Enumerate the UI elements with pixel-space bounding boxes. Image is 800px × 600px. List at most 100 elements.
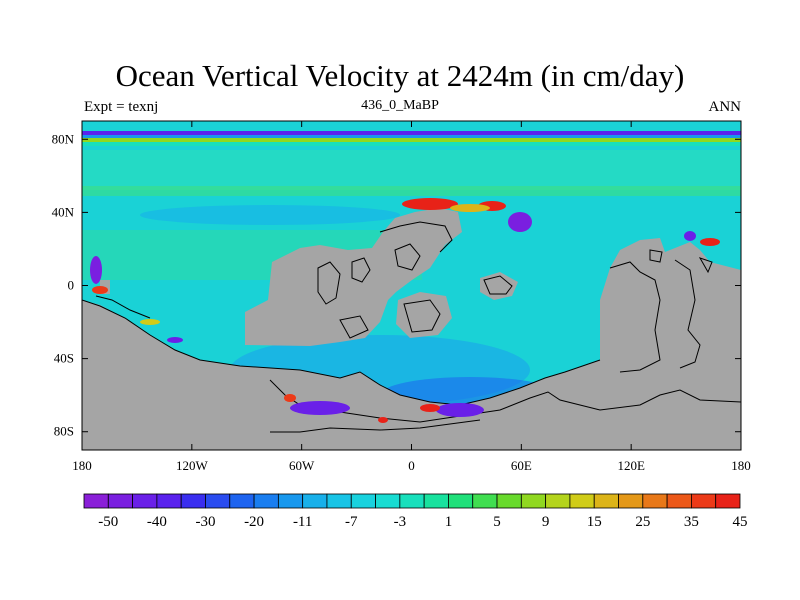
y-tick-label: 80S: [54, 424, 74, 439]
y-tick-label: 80N: [52, 131, 75, 146]
colorbar-label: -3: [394, 514, 407, 530]
red-south-3: [378, 417, 388, 423]
colorbar-swatch: [618, 493, 644, 509]
x-tick-label: 120E: [617, 458, 645, 473]
yellow-west-coast: [140, 319, 160, 325]
chart-title: Ocean Vertical Velocity at 2424m (in cm/…: [115, 58, 685, 93]
purple-west-coast: [167, 337, 183, 343]
colorbar-label: 45: [733, 514, 748, 530]
x-tick-label: 0: [408, 458, 415, 473]
y-tick-label: 40N: [52, 204, 75, 219]
colorbar-swatch: [715, 493, 741, 509]
coast-central: [379, 221, 453, 253]
coast-east-island: [483, 275, 513, 295]
colorbar-swatch: [83, 493, 109, 509]
coastlines: [82, 221, 741, 433]
colorbar-label: 15: [587, 514, 602, 530]
colorbar-label: -40: [147, 514, 167, 530]
x-tick-label: 180: [72, 458, 92, 473]
red-east: [700, 238, 720, 246]
colorbar-swatch: [229, 493, 255, 509]
colorbar-swatch: [545, 493, 571, 509]
hotspots: [90, 198, 720, 423]
purple-south-1: [290, 401, 350, 415]
purple-south-2: [436, 403, 484, 417]
colorbar-label: 9: [542, 514, 550, 530]
colorbar-label: -11: [293, 514, 312, 530]
map-field: [82, 121, 741, 450]
colorbar-swatch: [180, 493, 206, 509]
colorbar-swatch: [277, 493, 304, 509]
colorbar-swatch: [205, 493, 231, 509]
colorbar-swatch: [253, 493, 279, 509]
colorbar-swatch: [666, 493, 692, 509]
colorbar-swatch: [107, 493, 133, 509]
colorbar-swatch: [593, 493, 619, 509]
colorbar-swatch: [496, 493, 522, 509]
colorbar-swatch: [642, 493, 668, 509]
coast-antarctic-2: [270, 419, 481, 433]
colorbar-swatch: [375, 493, 401, 509]
colorbar-swatch: [302, 493, 328, 509]
colorbar-swatch: [448, 493, 474, 509]
y-tick-label: 40S: [54, 351, 74, 366]
purple-west: [90, 256, 102, 284]
coast-south: [82, 299, 601, 406]
coast-central-3: [351, 257, 371, 283]
red-south-1: [420, 404, 440, 412]
south-land: [82, 238, 741, 450]
experiment-label: Expt = texnj: [84, 99, 159, 115]
colorbar-label: 35: [684, 514, 699, 530]
colorbar-swatch: [423, 493, 449, 509]
colorbar-swatch: [156, 493, 182, 509]
colorbar-label: -50: [98, 514, 118, 530]
colorbar-swatch: [569, 493, 595, 509]
colorbar-label: -30: [195, 514, 215, 530]
coast-central-4: [403, 299, 441, 333]
polar-stripe-blue: [82, 135, 741, 138]
axis-ticks: 180 120W 60W 0 60E 120E 180 80N 40N 0 40S 80S: [52, 121, 751, 473]
colorbar-swatch: [691, 493, 717, 509]
band-north-light: [82, 186, 741, 196]
coast-central-2: [317, 261, 341, 305]
x-tick-label: 120W: [176, 458, 209, 473]
purple-east: [684, 231, 696, 241]
colorbar-label: 5: [493, 514, 501, 530]
polar-stripe-purple: [82, 131, 741, 135]
coast-small-1: [649, 249, 663, 263]
yellow-north: [450, 204, 490, 212]
colorbar-swatch: [399, 493, 425, 509]
colorbar-label: 25: [635, 514, 650, 530]
colorbar-swatch: [472, 493, 498, 509]
colorbar-label: 1: [445, 514, 453, 530]
purple-north: [508, 212, 532, 232]
colorbar-swatch: [350, 493, 376, 509]
north-pacific-blue: [140, 205, 400, 225]
coast-east-land: [609, 261, 661, 373]
coast-west-island: [95, 295, 151, 319]
red-south-2: [284, 394, 296, 402]
coast-central-6: [339, 315, 369, 339]
colorbar-swatch: [326, 493, 352, 509]
x-tick-label: 60W: [289, 458, 315, 473]
colorbar-swatch: [520, 493, 547, 509]
colorbar-label: -7: [345, 514, 358, 530]
polar-stripe-green: [82, 138, 741, 142]
x-tick-label: 60E: [511, 458, 532, 473]
coast-east-land-2: [674, 259, 701, 369]
band-north-green: [82, 150, 741, 190]
season-label: ANN: [708, 99, 742, 115]
coast-small-2: [698, 257, 713, 274]
coast-central-5: [394, 243, 421, 271]
colorbar-swatch: [132, 493, 158, 509]
central-land: [245, 208, 462, 346]
y-tick-label: 0: [68, 278, 75, 293]
time-label: 436_0_MaBP: [361, 98, 439, 113]
x-tick-label: 180: [731, 458, 751, 473]
colorbar: -50 -40 -30 -20 -11 -7 -3 1 5 9 15 25 35 45: [83, 493, 748, 530]
red-north-1: [402, 198, 458, 210]
polar-stripe-cyan: [82, 142, 741, 146]
colorbar-label: -20: [244, 514, 264, 530]
red-west: [92, 286, 108, 294]
